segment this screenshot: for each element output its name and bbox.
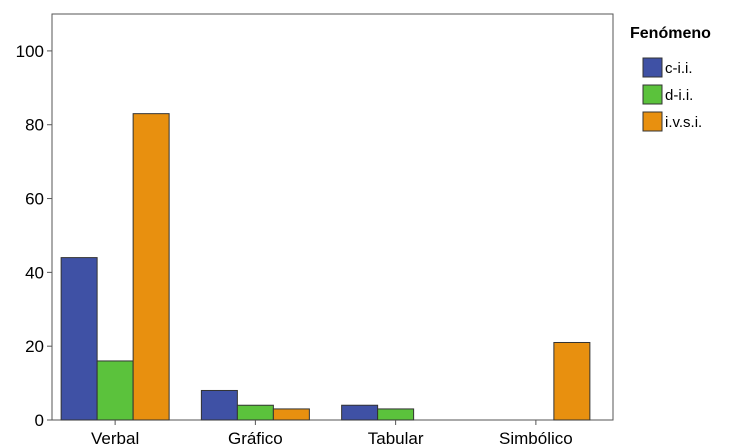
legend-label: c-i.i.	[665, 60, 693, 77]
legend-swatch	[642, 84, 663, 105]
bars	[60, 113, 591, 421]
bar-tabular-1	[341, 404, 379, 421]
x-tick-label: Simbólico	[499, 429, 573, 448]
legend-swatch	[642, 111, 663, 132]
x-tick-label: Verbal	[91, 429, 139, 448]
bar-verbal-1	[60, 257, 98, 421]
y-tick-label: 100	[16, 42, 44, 61]
x-tick-label: Tabular	[368, 429, 424, 448]
bar-simbólico-3	[553, 341, 591, 421]
legend-title: Fenómeno	[630, 25, 711, 42]
bar-tabular-2	[377, 408, 415, 421]
bar-gráfico-2	[236, 404, 274, 421]
legend: Fenómeno c-i.i. d-i.i. i.v.s.i.	[630, 25, 711, 132]
y-tick-label: 0	[35, 411, 44, 430]
bar-verbal-3	[132, 113, 170, 421]
legend-label: d-i.i.	[665, 87, 693, 104]
y-tick-label: 40	[25, 263, 44, 282]
y-axis: 0 20 40 60 80 100	[16, 42, 52, 430]
y-tick-label: 20	[25, 337, 44, 356]
legend-swatch	[642, 57, 663, 78]
legend-label: i.v.s.i.	[665, 114, 702, 131]
bar-gráfico-1	[200, 389, 238, 421]
legend-items: c-i.i. d-i.i. i.v.s.i.	[642, 57, 702, 132]
bar-verbal-2	[96, 360, 134, 421]
y-tick-label: 60	[25, 190, 44, 209]
y-tick-label: 80	[25, 116, 44, 135]
x-axis: Verbal Gráfico Tabular Simbólico	[91, 420, 573, 448]
bar-gráfico-3	[272, 408, 310, 421]
x-tick-label: Gráfico	[228, 429, 283, 448]
